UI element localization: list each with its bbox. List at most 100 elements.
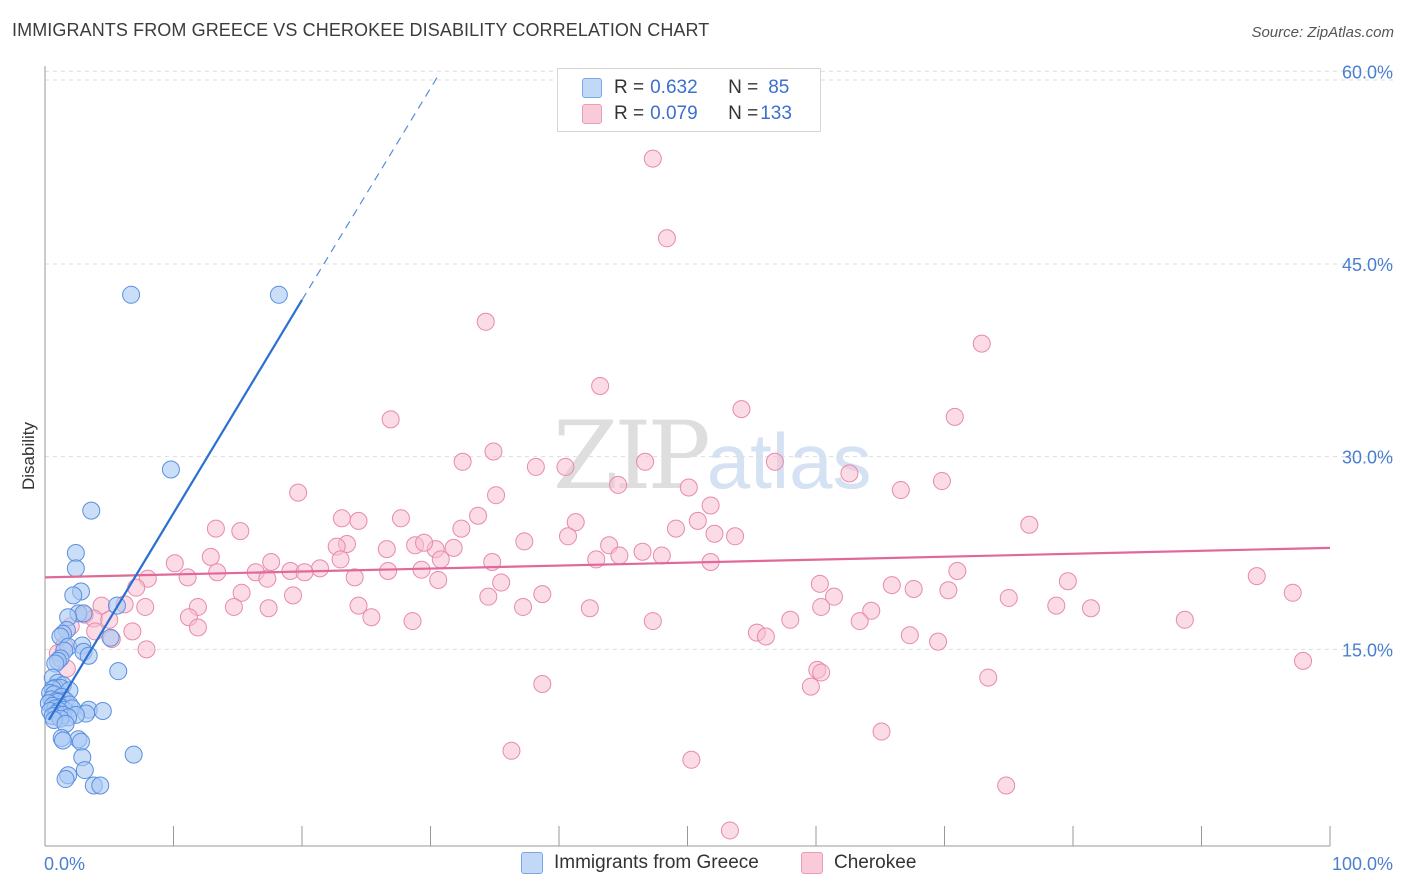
cherokee-point bbox=[979, 668, 998, 687]
cherokee-point bbox=[533, 675, 552, 694]
y-tick-label: 30.0% bbox=[1342, 448, 1393, 468]
cherokee-point bbox=[452, 519, 471, 538]
cherokee-point bbox=[231, 522, 250, 541]
cherokee-point bbox=[137, 640, 156, 659]
cherokee-point bbox=[1020, 515, 1039, 534]
bottom-legend-label-cherokee: Cherokee bbox=[834, 852, 917, 873]
cherokee-point bbox=[331, 550, 350, 569]
cherokee-point bbox=[609, 475, 628, 494]
legend-n-label: N = bbox=[728, 77, 759, 98]
cherokee-point bbox=[379, 561, 398, 580]
cherokee-point bbox=[633, 542, 652, 561]
cherokee-point bbox=[900, 626, 919, 645]
cherokee-trend-line bbox=[44, 546, 1331, 579]
tick-labels: 15.0% 30.0% 45.0% 60.0% 0.0% 100.0% bbox=[44, 62, 1393, 874]
trend-lines bbox=[44, 77, 1331, 721]
legend-r-label: R = bbox=[614, 77, 645, 98]
cherokee-point bbox=[720, 821, 739, 840]
cherokee-point bbox=[657, 229, 676, 248]
y-axis-label: Disability bbox=[19, 421, 38, 490]
greece-point bbox=[109, 662, 128, 681]
cherokee-point bbox=[284, 586, 303, 605]
cherokee-point bbox=[453, 452, 472, 471]
cherokee-point bbox=[939, 581, 958, 600]
cherokee-point bbox=[362, 608, 381, 627]
bottom-legend-greece: Immigrants from Greece bbox=[521, 852, 759, 874]
cherokee-point bbox=[345, 568, 364, 587]
cherokee-point bbox=[165, 554, 184, 573]
legend-swatch-greece bbox=[582, 78, 602, 98]
cherokee-point bbox=[682, 750, 701, 769]
cherokee-point bbox=[259, 599, 278, 618]
cherokee-point bbox=[479, 587, 498, 606]
legend-r-label: R = bbox=[614, 103, 645, 124]
cherokee-point bbox=[652, 546, 671, 565]
cherokee-point bbox=[429, 570, 448, 589]
cherokee-point bbox=[705, 524, 724, 543]
bottom-legend-swatch-cherokee bbox=[801, 852, 823, 874]
bottom-legend: Immigrants from Greece Cherokee bbox=[0, 852, 1406, 876]
cherokee-point bbox=[1294, 651, 1313, 670]
cherokee-point bbox=[999, 588, 1018, 607]
cherokee-point bbox=[232, 583, 251, 602]
cherokee-point bbox=[643, 612, 662, 631]
cherokee-point bbox=[332, 509, 351, 528]
cherokee-point bbox=[904, 579, 923, 598]
x-tick-label: 100.0% bbox=[1332, 854, 1393, 874]
cherokee-point bbox=[643, 149, 662, 168]
greece-point bbox=[74, 604, 93, 623]
axes bbox=[44, 66, 1331, 847]
greece-point bbox=[75, 761, 94, 780]
cherokee-point bbox=[502, 741, 521, 760]
greece-trend-line bbox=[47, 299, 303, 721]
watermark-atlas: atlas bbox=[706, 417, 872, 505]
cherokee-point bbox=[381, 410, 400, 429]
cherokee-point bbox=[487, 486, 506, 505]
bottom-legend-label-greece: Immigrants from Greece bbox=[554, 852, 759, 873]
legend-n-label: N = bbox=[728, 103, 759, 124]
cherokee-point bbox=[666, 519, 685, 538]
cherokee-point bbox=[701, 496, 720, 515]
cherokee-point bbox=[840, 464, 859, 483]
legend-row-greece: R = 0.632 N = 85 bbox=[582, 76, 789, 100]
cherokee-point bbox=[610, 546, 629, 565]
cherokee-point bbox=[515, 532, 534, 551]
legend-n-value: 133 bbox=[760, 103, 792, 124]
greece-trend-extension bbox=[301, 77, 438, 301]
cherokee-point bbox=[206, 519, 225, 538]
cherokee-point bbox=[945, 407, 964, 426]
cherokee-point bbox=[289, 483, 308, 502]
x-tick-label: 0.0% bbox=[44, 854, 85, 874]
cherokee-point bbox=[882, 576, 901, 595]
legend-swatch-cherokee bbox=[582, 104, 602, 124]
cherokee-point bbox=[377, 540, 396, 559]
source-label: Source: ZipAtlas.com bbox=[1251, 24, 1394, 41]
cherokee-point bbox=[997, 776, 1016, 795]
cherokee-point bbox=[178, 568, 197, 587]
cherokee-point bbox=[484, 442, 503, 461]
greece-point bbox=[122, 285, 141, 304]
cherokee-point bbox=[1081, 599, 1100, 618]
cherokee-point bbox=[1047, 596, 1066, 615]
cherokee-point bbox=[932, 472, 951, 491]
cherokee-point bbox=[201, 547, 220, 566]
legend-r-value: 0.079 bbox=[650, 103, 698, 124]
cherokee-point bbox=[812, 663, 831, 682]
legend-row-cherokee: R = 0.079 N = 133 bbox=[582, 102, 792, 126]
chart-title: IMMIGRANTS FROM GREECE VS CHEROKEE DISAB… bbox=[12, 20, 710, 40]
greece-point bbox=[64, 586, 83, 605]
bottom-legend-cherokee: Cherokee bbox=[801, 852, 916, 874]
cherokee-point bbox=[688, 511, 707, 530]
cherokee-point bbox=[929, 632, 948, 651]
cherokee-point bbox=[556, 457, 575, 476]
cherokee-point bbox=[136, 597, 155, 616]
cherokee-point bbox=[891, 481, 910, 500]
greece-point bbox=[91, 776, 110, 795]
cherokee-point bbox=[188, 618, 207, 637]
cherokee-point bbox=[948, 561, 967, 580]
cherokee-point bbox=[765, 452, 784, 471]
greece-point bbox=[269, 285, 288, 304]
bottom-legend-swatch-greece bbox=[521, 852, 543, 874]
greece-point bbox=[56, 770, 75, 789]
cherokee-point bbox=[726, 527, 745, 546]
